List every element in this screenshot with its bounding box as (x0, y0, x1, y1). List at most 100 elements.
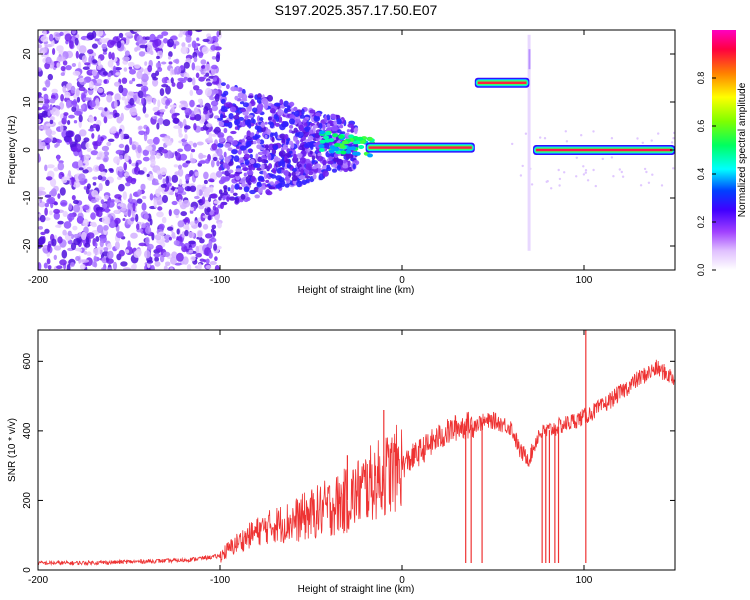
noise-blob (209, 261, 217, 265)
noise-blob (245, 196, 251, 202)
noise-blob (342, 164, 349, 169)
noise-blob (256, 115, 261, 123)
noise-blob (316, 155, 324, 162)
noise-blob (105, 179, 110, 186)
noise-blob (305, 178, 310, 184)
noise-blob (301, 108, 305, 116)
noise-blob (95, 30, 104, 37)
noise-blob (78, 61, 82, 70)
noise-blob (575, 156, 578, 159)
noise-blob (92, 59, 98, 64)
noise-blob (163, 265, 168, 270)
noise-blob (173, 240, 180, 246)
noise-blob (322, 159, 327, 165)
signal-line-a (368, 146, 472, 149)
noise-blob (92, 176, 98, 180)
noise-blob (85, 142, 90, 149)
noise-blob (565, 140, 569, 143)
noise-blob (157, 99, 161, 108)
noise-blob (232, 192, 238, 196)
noise-blob (279, 99, 284, 106)
noise-blob (240, 193, 246, 200)
noise-blob (64, 33, 72, 42)
noise-blob (135, 116, 141, 121)
noise-blob (244, 158, 250, 166)
colorbar-tick-label: 0.0 (696, 264, 706, 277)
noise-blob (82, 66, 90, 70)
noise-blob (240, 164, 247, 168)
noise-blob (218, 121, 225, 127)
noise-blob (159, 88, 165, 97)
noise-blob (564, 130, 567, 133)
noise-blob (89, 222, 94, 226)
noise-blob (223, 191, 229, 196)
y-tick-label: 0 (22, 147, 33, 153)
noise-blob (120, 131, 124, 141)
noise-blob (62, 85, 67, 93)
noise-blob (66, 99, 71, 109)
noise-blob (610, 156, 614, 159)
noise-blob (220, 202, 224, 209)
noise-blob (213, 243, 218, 251)
noise-blob (84, 62, 91, 66)
noise-blob (202, 215, 210, 219)
noise-blob (168, 61, 173, 65)
noise-blob (161, 216, 167, 224)
noise-blob (86, 251, 92, 256)
noise-blob (210, 228, 215, 233)
noise-blob (78, 173, 86, 182)
noise-blob (243, 172, 247, 177)
colorbar-tick-label: 0.6 (696, 120, 706, 133)
noise-blob (558, 184, 561, 187)
noise-blob (183, 61, 190, 69)
noise-blob (169, 104, 177, 108)
noise-blob (235, 146, 240, 149)
noise-blob (582, 173, 586, 176)
noise-blob (56, 265, 63, 270)
noise-blob (240, 121, 246, 128)
signal-blob (319, 139, 326, 144)
noise-blob (139, 44, 148, 49)
snr-series-line (37, 359, 676, 567)
noise-blob (294, 110, 300, 117)
signal-line-b (477, 81, 527, 84)
signal-blob (340, 150, 347, 155)
noise-blob (96, 224, 104, 234)
noise-blob (336, 118, 342, 125)
noise-blob (155, 244, 163, 252)
noise-blob (293, 106, 298, 112)
noise-blob (84, 242, 91, 248)
noise-blob (128, 159, 132, 165)
noise-blob (104, 107, 108, 112)
noise-blob (312, 173, 317, 180)
noise-blob (87, 49, 94, 55)
noise-blob (231, 140, 238, 146)
noise-blob (75, 88, 80, 97)
snr-x-label: Height of straight line (km) (298, 584, 415, 595)
noise-blob (238, 186, 243, 190)
noise-blob (125, 182, 131, 187)
noise-blob (645, 170, 648, 174)
noise-blob (218, 137, 226, 143)
noise-blob (212, 205, 217, 211)
noise-blob (69, 138, 73, 145)
noise-blob (178, 126, 182, 136)
noise-blob (162, 119, 171, 127)
noise-blob (235, 168, 242, 173)
noise-blob (104, 194, 109, 200)
noise-blob (318, 173, 324, 181)
noise-blob (550, 187, 553, 190)
noise-blob (586, 179, 590, 182)
noise-blob (291, 171, 296, 177)
noise-blob (154, 261, 161, 267)
noise-blob (130, 264, 136, 270)
noise-blob (128, 91, 135, 96)
noise-blob (179, 30, 184, 36)
noise-blob (179, 121, 183, 129)
noise-blob (152, 97, 157, 105)
noise-blob (157, 206, 163, 211)
noise-blob (114, 209, 119, 214)
noise-blob (69, 40, 74, 49)
noise-blob (210, 44, 217, 51)
noise-blob (55, 108, 60, 117)
